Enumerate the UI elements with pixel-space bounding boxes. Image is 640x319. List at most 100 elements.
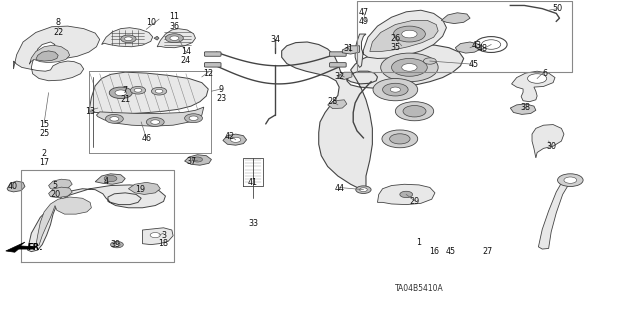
- Text: 6: 6: [542, 69, 547, 78]
- Text: 42: 42: [224, 132, 234, 141]
- Text: 45: 45: [468, 60, 478, 69]
- Text: TA04B5410A: TA04B5410A: [396, 284, 444, 293]
- Polygon shape: [510, 104, 536, 115]
- Text: 7: 7: [123, 86, 128, 95]
- Text: 5: 5: [52, 181, 58, 190]
- Text: 13: 13: [85, 108, 95, 116]
- Text: 50: 50: [552, 4, 563, 13]
- Circle shape: [192, 157, 202, 162]
- Polygon shape: [7, 181, 25, 192]
- Polygon shape: [370, 20, 438, 51]
- Circle shape: [184, 114, 202, 123]
- Circle shape: [360, 188, 367, 192]
- Text: 49: 49: [358, 17, 369, 26]
- Polygon shape: [28, 185, 166, 252]
- Text: 31: 31: [344, 44, 354, 54]
- Polygon shape: [102, 28, 153, 47]
- Circle shape: [152, 87, 167, 95]
- Text: 37: 37: [186, 157, 196, 166]
- Polygon shape: [89, 72, 208, 114]
- Circle shape: [111, 241, 124, 248]
- Polygon shape: [532, 124, 564, 158]
- Circle shape: [170, 36, 179, 41]
- Polygon shape: [143, 228, 173, 245]
- FancyBboxPatch shape: [204, 63, 221, 67]
- Text: 48: 48: [478, 44, 488, 54]
- Text: 38: 38: [520, 103, 531, 112]
- Text: 47: 47: [358, 8, 369, 17]
- Circle shape: [189, 116, 198, 121]
- Circle shape: [230, 137, 241, 142]
- Polygon shape: [328, 100, 347, 109]
- Text: 33: 33: [248, 219, 258, 227]
- Text: 8: 8: [56, 19, 61, 27]
- Circle shape: [392, 58, 428, 76]
- Polygon shape: [442, 13, 470, 24]
- Text: 41: 41: [248, 178, 258, 187]
- Circle shape: [527, 74, 547, 83]
- Polygon shape: [355, 10, 447, 67]
- Text: 26: 26: [390, 34, 401, 43]
- Circle shape: [396, 102, 434, 121]
- Circle shape: [424, 58, 436, 64]
- Text: 30: 30: [546, 142, 556, 151]
- Polygon shape: [456, 42, 481, 53]
- Text: 46: 46: [141, 134, 151, 143]
- Circle shape: [166, 34, 183, 43]
- FancyBboxPatch shape: [330, 63, 346, 67]
- Text: 19: 19: [135, 185, 145, 194]
- Circle shape: [400, 191, 413, 197]
- Polygon shape: [338, 72, 352, 79]
- Circle shape: [381, 53, 438, 82]
- Polygon shape: [538, 176, 575, 249]
- Polygon shape: [157, 29, 195, 48]
- Text: 21: 21: [120, 95, 131, 104]
- Text: 12: 12: [203, 69, 213, 78]
- Text: 18: 18: [159, 239, 168, 248]
- Text: 10: 10: [146, 19, 156, 27]
- Circle shape: [356, 186, 371, 194]
- Circle shape: [402, 63, 417, 71]
- Text: 44: 44: [334, 184, 344, 193]
- Polygon shape: [129, 182, 161, 195]
- Text: 3: 3: [161, 231, 166, 240]
- Text: 22: 22: [53, 28, 63, 37]
- Text: 23: 23: [216, 94, 226, 103]
- Circle shape: [564, 177, 577, 183]
- Polygon shape: [97, 107, 204, 126]
- Text: 1: 1: [417, 238, 422, 247]
- Polygon shape: [95, 174, 125, 184]
- Text: 36: 36: [170, 22, 179, 31]
- Polygon shape: [6, 242, 36, 252]
- Polygon shape: [378, 184, 435, 204]
- Circle shape: [557, 174, 583, 187]
- Text: 27: 27: [482, 247, 492, 256]
- Circle shape: [110, 117, 119, 121]
- Text: 15: 15: [39, 120, 49, 129]
- Circle shape: [390, 134, 410, 144]
- Circle shape: [114, 243, 120, 246]
- Text: 32: 32: [334, 72, 344, 81]
- Circle shape: [131, 86, 146, 94]
- Circle shape: [373, 78, 418, 101]
- Circle shape: [156, 89, 163, 93]
- Polygon shape: [36, 51, 58, 61]
- Text: 35: 35: [390, 43, 401, 52]
- Circle shape: [390, 87, 401, 92]
- Polygon shape: [49, 179, 72, 190]
- Text: 20: 20: [50, 190, 60, 199]
- Circle shape: [134, 88, 142, 92]
- Text: 45: 45: [446, 247, 456, 256]
- Circle shape: [106, 115, 124, 123]
- Text: 4: 4: [104, 177, 109, 186]
- Text: 43: 43: [472, 41, 481, 50]
- Text: 34: 34: [270, 35, 280, 44]
- Text: 24: 24: [181, 56, 191, 65]
- Circle shape: [147, 118, 164, 126]
- Circle shape: [125, 37, 132, 41]
- Circle shape: [121, 35, 136, 43]
- Text: 11: 11: [170, 12, 179, 21]
- Polygon shape: [282, 42, 464, 192]
- Text: 17: 17: [39, 158, 49, 167]
- Circle shape: [151, 120, 160, 124]
